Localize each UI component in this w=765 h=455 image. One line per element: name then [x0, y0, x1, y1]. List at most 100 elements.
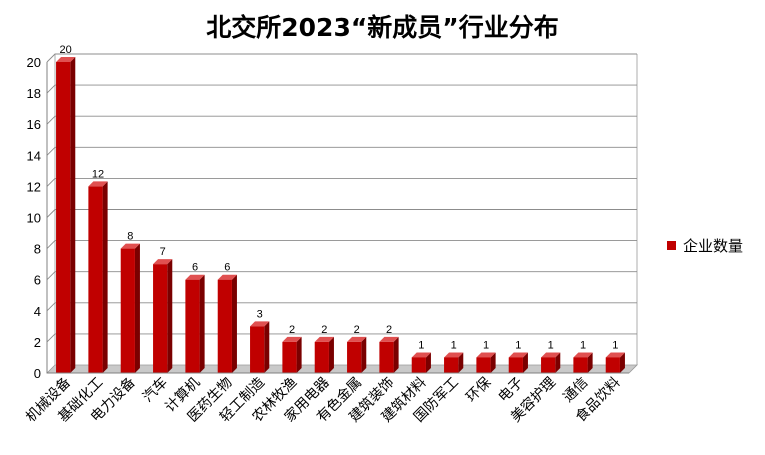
- bar: [153, 259, 173, 373]
- y-tick-label: 10: [27, 211, 41, 226]
- data-label: 8: [127, 231, 133, 243]
- bar-front: [217, 279, 232, 373]
- bar-top: [379, 336, 399, 342]
- bar-front: [185, 279, 200, 373]
- bar: [444, 352, 464, 373]
- bar: [56, 57, 76, 373]
- y-tick-label: 14: [27, 148, 41, 163]
- bar-front: [120, 248, 135, 373]
- bar-front: [88, 186, 103, 373]
- data-label: 3: [257, 308, 263, 320]
- bar-top: [282, 336, 302, 342]
- data-label: 1: [483, 339, 489, 351]
- y-tick-label: 16: [27, 117, 41, 132]
- bar-front: [56, 62, 71, 373]
- data-label: 1: [515, 339, 521, 351]
- gridline: [46, 115, 637, 125]
- bar-side: [619, 352, 625, 373]
- bar-top: [217, 274, 237, 280]
- bar-front: [541, 357, 556, 373]
- bar: [347, 336, 367, 373]
- bar-front: [573, 357, 588, 373]
- gridline: [46, 271, 637, 281]
- bar-top: [185, 274, 205, 280]
- y-tick-label: 0: [34, 366, 41, 381]
- bar: [282, 336, 302, 373]
- bar-top: [444, 352, 464, 358]
- bar-side: [134, 243, 140, 373]
- y-tick-label: 18: [27, 86, 41, 101]
- bar-front: [314, 341, 329, 373]
- bar-side: [264, 321, 270, 373]
- bar: [120, 243, 140, 373]
- bar-side: [199, 274, 205, 373]
- gridline: [46, 146, 637, 156]
- bar: [508, 352, 528, 373]
- bar-top: [250, 321, 270, 327]
- bar-front: [153, 264, 168, 373]
- bar-side: [393, 336, 399, 373]
- bar-top: [605, 352, 625, 358]
- bar: [379, 336, 399, 373]
- legend-swatch: [667, 241, 676, 250]
- bar-top: [56, 57, 76, 62]
- x-tick-label: 环保: [463, 375, 494, 406]
- y-tick-label: 8: [34, 242, 41, 257]
- bar-top: [573, 352, 593, 358]
- gridline: [46, 177, 637, 187]
- bar-top: [120, 243, 140, 249]
- bar-side: [490, 352, 496, 373]
- bar: [476, 352, 496, 373]
- bar: [185, 274, 205, 373]
- bar-front: [250, 326, 265, 373]
- data-label: 6: [192, 262, 198, 274]
- bar: [573, 352, 593, 373]
- gridline: [46, 84, 637, 94]
- chart-title: 北交所2023“新成员”行业分布: [206, 13, 559, 42]
- data-label: 1: [580, 339, 586, 351]
- bar-front: [508, 357, 523, 373]
- bar-side: [167, 259, 173, 373]
- data-label: 1: [418, 339, 424, 351]
- bar-side: [522, 352, 528, 373]
- legend: 企业数量: [667, 237, 743, 255]
- bar: [217, 274, 237, 373]
- bar: [314, 336, 334, 373]
- bar: [250, 321, 270, 373]
- bar-side: [425, 352, 431, 373]
- bar-top: [508, 352, 528, 358]
- data-label: 1: [451, 339, 457, 351]
- gridlines: [46, 53, 637, 343]
- y-tick-label: 4: [34, 304, 41, 319]
- bar-front: [444, 357, 459, 373]
- bar-top: [88, 181, 108, 187]
- bar: [411, 352, 431, 373]
- bar-side: [102, 181, 108, 373]
- gridline: [46, 209, 637, 218]
- bar-top: [314, 336, 334, 342]
- bar-front: [605, 357, 620, 373]
- bar: [88, 181, 108, 373]
- gridline: [46, 302, 637, 312]
- bar-side: [296, 336, 302, 373]
- bar-front: [282, 341, 297, 373]
- gridline: [46, 240, 637, 249]
- bar-front: [347, 341, 362, 373]
- gridline: [46, 333, 637, 343]
- bar-side: [361, 336, 367, 373]
- data-label: 2: [354, 324, 360, 336]
- data-label: 12: [92, 168, 104, 180]
- bar-side: [328, 336, 334, 373]
- data-label: 2: [321, 324, 327, 336]
- bar-top: [347, 336, 367, 342]
- y-tick-label: 2: [34, 335, 41, 350]
- legend-label: 企业数量: [683, 237, 743, 255]
- y-axis: 0 2 4 6 8 10 12 14 16 18 20: [27, 55, 48, 381]
- y-tick-label: 6: [34, 273, 41, 288]
- data-label: 1: [612, 339, 618, 351]
- bar-top: [476, 352, 496, 358]
- bar-top: [411, 352, 431, 358]
- bar-side: [458, 352, 464, 373]
